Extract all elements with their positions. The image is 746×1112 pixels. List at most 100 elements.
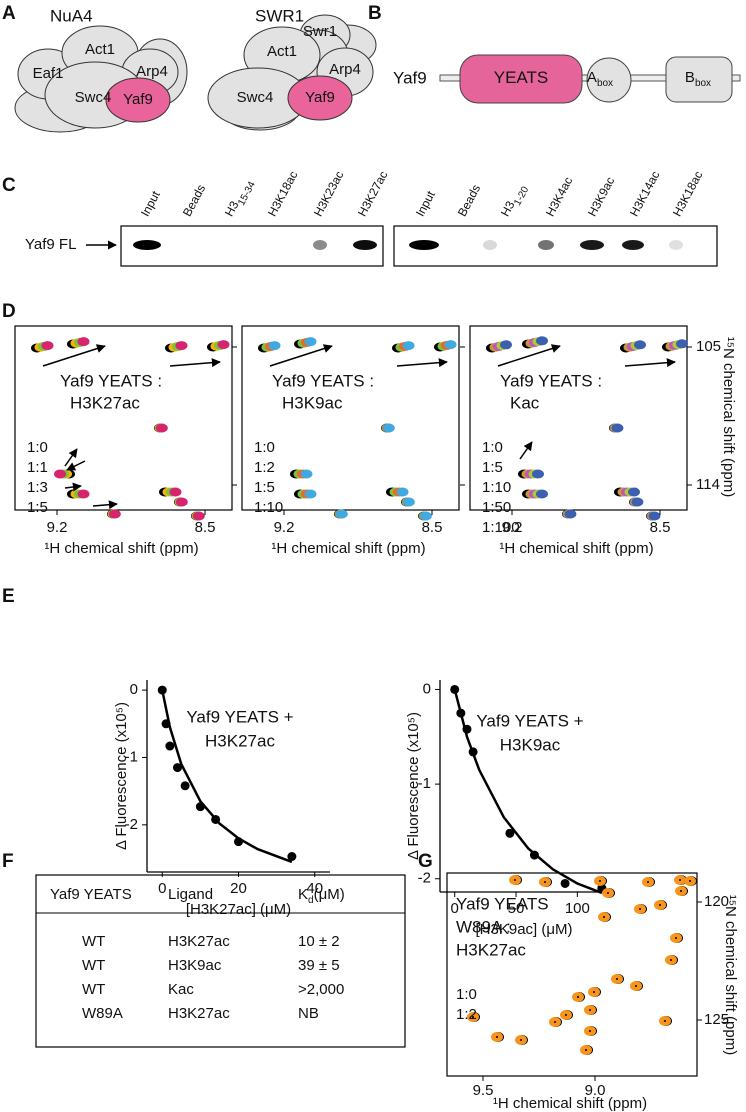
shape (472, 1016, 474, 1018)
shape (544, 881, 546, 883)
y-tick-label: 120 (704, 893, 729, 910)
arrow (64, 482, 82, 492)
data-point (157, 685, 167, 695)
chart-title: Yaf9 YEATS + (476, 711, 583, 730)
shape (41, 341, 54, 351)
shape (659, 904, 661, 906)
shape (669, 240, 683, 250)
spectrum-frame (241, 325, 460, 511)
data-point (505, 828, 515, 838)
domain-label: Bbox (685, 69, 711, 89)
data-point (462, 724, 472, 734)
text: H3K27ac (355, 169, 391, 219)
lane-label: H31-20 (498, 181, 532, 222)
shape (335, 509, 348, 519)
table-cell: WT (82, 957, 105, 974)
data-point (180, 781, 190, 791)
legend-item: 1:100 (482, 519, 520, 536)
fit-line (161, 689, 293, 864)
table-cell: H3K27ac (168, 933, 230, 950)
shape (675, 937, 677, 939)
text: H3 (222, 198, 242, 218)
shape (647, 881, 649, 883)
subscript: box (597, 78, 613, 89)
text: K (298, 886, 308, 903)
shape (593, 991, 595, 993)
domain (665, 56, 733, 103)
text: Input (413, 188, 438, 219)
spectrum-title: Yaf9 YEATS : (272, 371, 374, 390)
x-axis-label: ¹H chemical shift (ppm) (493, 1095, 647, 1112)
lane-label: H3K18ac (265, 169, 301, 219)
spectrum-title: H3K9ac (282, 393, 343, 412)
shape (175, 341, 188, 351)
x-axis-label: ¹H chemical shift (ppm) (271, 540, 425, 557)
spectrum-title: Yaf9 YEATS (456, 894, 549, 913)
shape (77, 337, 90, 347)
data-point (456, 708, 466, 718)
shape (105, 77, 171, 123)
legend-item: 1:5 (482, 459, 503, 476)
shape (580, 240, 604, 250)
table-cell: >2,000 (298, 981, 344, 998)
domain (459, 54, 583, 104)
shape (631, 497, 644, 507)
shape (402, 341, 415, 351)
table-cell: WT (82, 981, 105, 998)
shape (155, 423, 168, 433)
shape (500, 340, 512, 350)
subunit: Act1 (267, 43, 297, 60)
lane-label: H3K23ac (311, 169, 347, 219)
arrow (624, 358, 676, 368)
lane-label: H315-34 (222, 176, 258, 221)
shape (77, 489, 90, 499)
lane-label: Beads (455, 182, 483, 219)
legend-item: 1:5 (254, 479, 275, 496)
table-cell: W89A (82, 1005, 123, 1022)
table-cell: 10 ± 2 (298, 933, 340, 950)
legend-item: 1:0 (482, 439, 503, 456)
shape (577, 996, 579, 998)
lane-label: H3K4ac (543, 175, 575, 219)
panel-label: B (368, 3, 382, 24)
shape (402, 497, 415, 507)
shape (585, 1049, 587, 1051)
x-tick-label: 9.2 (47, 519, 68, 536)
shape (287, 75, 353, 121)
data-point (161, 719, 171, 729)
text: Beads (455, 182, 483, 219)
y-tick-label: 125 (704, 1011, 729, 1028)
shape (419, 511, 432, 521)
subscript: 1-20 (512, 184, 531, 207)
panel-label: G (418, 851, 433, 872)
shape (133, 240, 161, 250)
shape (634, 340, 646, 350)
arrow (66, 460, 86, 471)
shape (676, 339, 688, 349)
domain-label: YEATS (494, 68, 548, 87)
lane-label: H3K14ac (627, 169, 663, 219)
subunit: Eaf1 (33, 65, 64, 82)
spectrum-title: Kac (510, 393, 540, 412)
text: Ligand (168, 886, 213, 903)
shape (628, 487, 640, 497)
table-cell: H3K9ac (168, 957, 222, 974)
spectrum-frame (469, 325, 688, 511)
shape (268, 341, 281, 351)
data-point (560, 878, 570, 888)
lane-label: Input (138, 188, 163, 219)
text: YEATS (494, 68, 548, 87)
lane-label: Beads (180, 182, 208, 219)
shape (689, 880, 691, 882)
shape (648, 511, 661, 521)
legend-item: 1:2 (254, 459, 275, 476)
data-point (529, 850, 539, 860)
x-axis-label: ¹H chemical shift (ppm) (499, 540, 653, 557)
data-point (468, 747, 478, 757)
shape (169, 487, 182, 497)
lane-label: H3K18ac (670, 169, 706, 219)
subscript: 15-34 (236, 180, 258, 208)
subunit: Arp4 (136, 63, 168, 80)
table-cell: 39 ± 5 (298, 957, 340, 974)
subunit: Swc4 (237, 89, 274, 106)
